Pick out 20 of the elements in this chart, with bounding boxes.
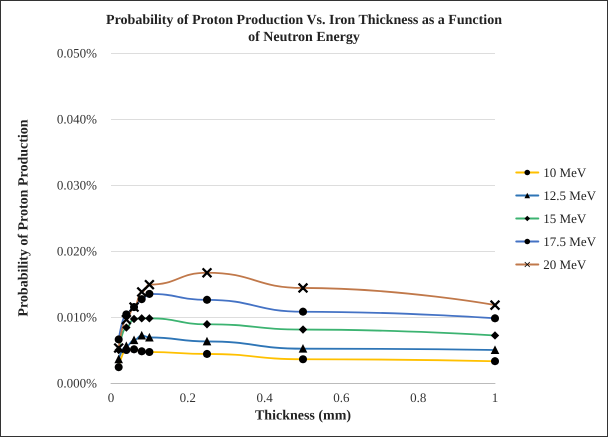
x-tick-label: 1 (492, 390, 498, 405)
y-tick-label: 0.010% (56, 310, 98, 324)
y-tick-label: 0.030% (56, 178, 98, 192)
legend-label: 12.5 MeV (543, 188, 597, 203)
legend-label: 17.5 MeV (543, 234, 597, 249)
y-tick-label: 0.040% (56, 112, 98, 126)
y-tick-label: 0.050% (56, 46, 98, 60)
legend-label: 20 MeV (543, 257, 587, 272)
y-tick-label: 0.020% (56, 244, 98, 258)
legend-label: 15 MeV (543, 211, 587, 226)
x-tick-label: 0.6 (333, 390, 350, 405)
x-tick-label: 0.2 (180, 390, 196, 405)
x-tick-label: 0 (108, 390, 114, 405)
x-axis-title: Thickness (mm) (254, 408, 352, 424)
x-tick-label: 0.4 (256, 390, 274, 405)
legend-label: 10 MeV (543, 165, 587, 180)
x-tick-label: 0.8 (410, 390, 426, 405)
chart-title: Probability of Proton Production Vs. Iron Thickness as a Function of Neutron Energy (106, 13, 502, 45)
y-tick-label: 0.000% (56, 376, 98, 390)
y-axis-title: Probability of Proton Production (16, 119, 32, 317)
